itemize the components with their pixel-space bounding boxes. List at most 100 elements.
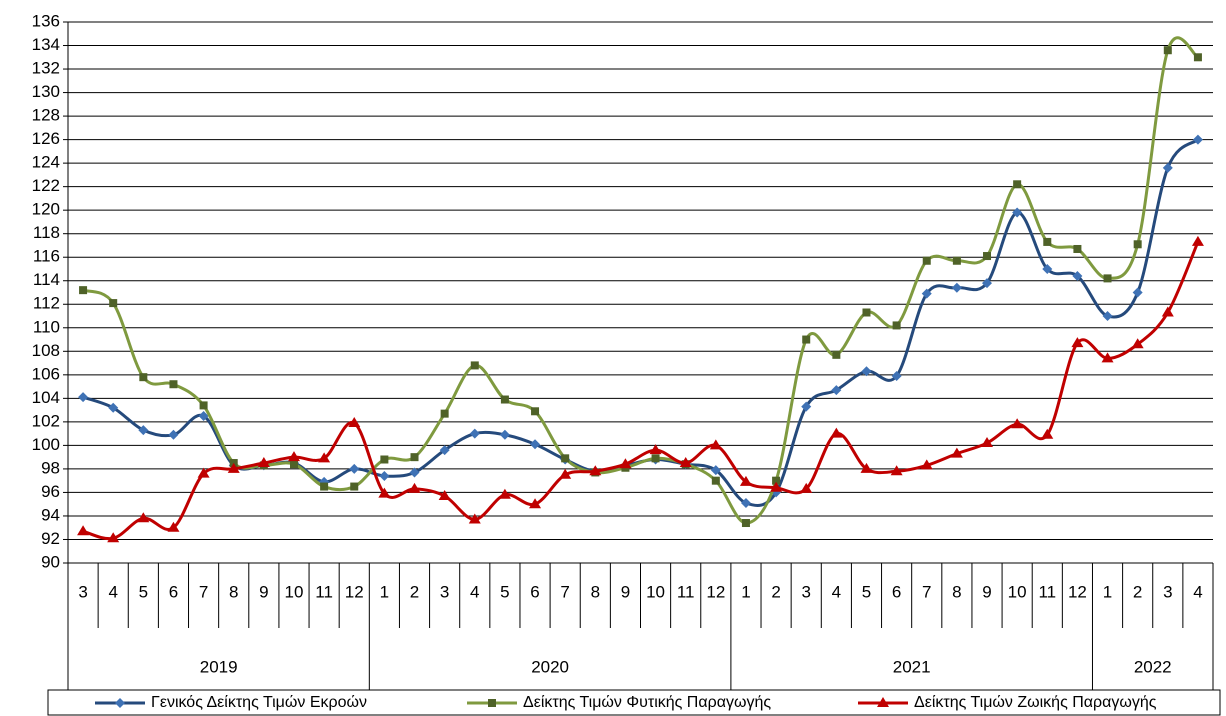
data-point <box>168 429 179 440</box>
x-tick-label: 12 <box>1068 582 1087 601</box>
x-tick-label: 7 <box>199 582 208 601</box>
data-point <box>951 282 962 293</box>
legend-label: Δείκτης Τιμών Φυτικής Παραγωγής <box>523 694 771 711</box>
y-tick-label: 136 <box>32 11 60 30</box>
data-point <box>498 488 511 499</box>
series-line <box>82 241 1200 541</box>
y-tick-label: 110 <box>33 317 60 336</box>
series-line <box>82 138 1199 508</box>
legend-label: Γενικός Δείκτης Τιμών Εκροών <box>151 694 367 711</box>
data-point <box>138 425 149 436</box>
x-group-label: 2019 <box>200 657 238 676</box>
data-point <box>289 460 298 469</box>
data-point <box>531 407 540 416</box>
data-point <box>348 417 361 428</box>
data-point <box>409 467 420 478</box>
data-point <box>983 252 992 261</box>
x-group-label: 2021 <box>893 657 931 676</box>
data-point <box>1191 235 1204 246</box>
data-point <box>770 481 783 492</box>
y-tick-label: 120 <box>32 200 60 219</box>
data-point <box>739 475 752 486</box>
data-point <box>981 437 994 448</box>
data-point <box>740 498 751 509</box>
data-point <box>1162 162 1173 173</box>
data-point <box>651 454 660 463</box>
data-point <box>439 445 450 456</box>
data-point <box>710 465 721 476</box>
x-tick-label: 10 <box>1008 582 1027 601</box>
x-tick-label: 2 <box>771 582 780 601</box>
data-point <box>378 487 391 498</box>
data-point <box>440 409 449 418</box>
y-tick-label: 90 <box>41 552 60 571</box>
data-point <box>860 462 873 473</box>
x-tick-label: 10 <box>285 582 304 601</box>
data-point <box>349 463 360 474</box>
data-point <box>1163 46 1172 55</box>
data-point <box>1193 53 1202 62</box>
data-point <box>379 470 390 481</box>
x-tick-label: 4 <box>1193 582 1202 601</box>
x-tick-label: 10 <box>646 582 665 601</box>
y-tick-label: 134 <box>32 35 60 54</box>
data-point <box>197 467 210 478</box>
x-tick-label: 1 <box>380 582 389 601</box>
x-tick-label: 11 <box>677 582 695 601</box>
y-tick-label: 108 <box>32 341 60 360</box>
y-tick-label: 104 <box>32 388 60 407</box>
data-point <box>1131 338 1144 349</box>
data-point <box>137 512 150 523</box>
data-point <box>711 476 720 485</box>
data-point <box>802 335 811 344</box>
x-tick-label: 3 <box>801 582 810 601</box>
data-point <box>78 392 89 403</box>
data-point <box>1101 352 1114 363</box>
x-group-label: 2020 <box>531 657 569 676</box>
data-point <box>1043 237 1052 246</box>
data-point <box>1012 207 1023 218</box>
x-tick-label: 5 <box>139 582 148 601</box>
legend-box <box>47 689 1221 716</box>
x-tick-label: 2 <box>410 582 419 601</box>
y-tick-label: 114 <box>33 270 60 289</box>
data-point <box>139 373 148 382</box>
data-point <box>679 457 692 468</box>
data-point <box>952 256 961 265</box>
data-point <box>109 299 118 308</box>
x-tick-label: 12 <box>706 582 725 601</box>
data-point <box>169 380 178 389</box>
y-tick-label: 130 <box>32 82 60 101</box>
y-tick-label: 128 <box>32 106 60 125</box>
y-tick-label: 126 <box>32 129 60 148</box>
x-tick-label: 6 <box>892 582 901 601</box>
x-tick-label: 9 <box>621 582 630 601</box>
data-point <box>529 498 542 509</box>
y-tick-label: 98 <box>41 458 60 477</box>
x-tick-label: 9 <box>982 582 991 601</box>
data-point <box>862 308 871 317</box>
x-tick-label: 6 <box>169 582 178 601</box>
legend-marker <box>115 698 125 708</box>
data-point <box>1011 418 1024 429</box>
data-point <box>167 521 180 532</box>
y-tick-label: 112 <box>33 294 60 313</box>
data-point <box>468 513 481 524</box>
x-tick-label: 5 <box>500 582 509 601</box>
data-point <box>77 525 90 536</box>
data-point <box>350 482 359 491</box>
x-tick-label: 4 <box>470 582 479 601</box>
x-tick-label: 11 <box>315 582 333 601</box>
data-point <box>1071 337 1084 348</box>
legend-marker <box>877 697 889 707</box>
data-point <box>709 439 722 450</box>
y-tick-label: 116 <box>33 247 60 266</box>
x-tick-label: 8 <box>229 582 238 601</box>
data-point <box>559 468 572 479</box>
y-tick-label: 124 <box>32 153 60 172</box>
data-point <box>1073 244 1082 253</box>
y-tick-label: 122 <box>32 176 60 195</box>
data-point <box>891 371 902 382</box>
data-point <box>438 489 451 500</box>
data-point <box>1072 271 1083 282</box>
